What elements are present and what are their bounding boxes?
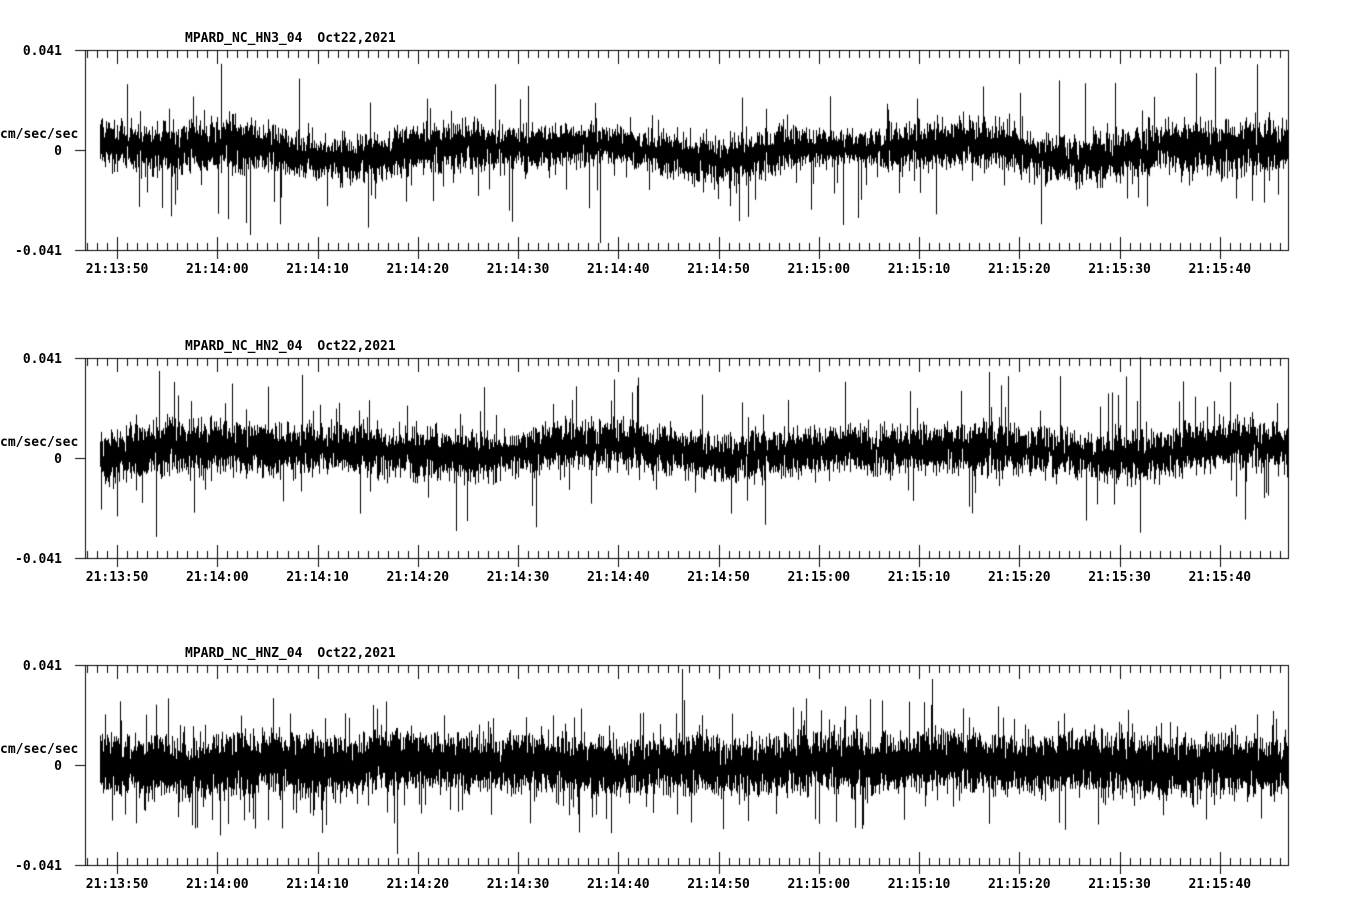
x-tick-label: 21:15:40 xyxy=(1188,262,1252,277)
ytick-max-label: 0.041 xyxy=(22,44,62,59)
x-axis-labels: 21:13:50 21:14:00 21:14:10 21:14:20 21:14:30… xyxy=(0,262,1358,278)
x-tick-label: 21:15:40 xyxy=(1188,570,1252,585)
x-tick-label: 21:14:10 xyxy=(286,877,349,892)
x-tick-label: 21:14:40 xyxy=(587,877,650,892)
x-tick-label: 21:15:30 xyxy=(1088,570,1151,585)
x-tick-label: 21:14:50 xyxy=(687,262,750,277)
y-axis-unit-label: cm/sec/sec xyxy=(0,435,79,450)
waveform-canvas-hn2 xyxy=(70,343,1303,573)
ytick-min-label: -0.041 xyxy=(15,244,62,259)
x-tick-label: 21:15:20 xyxy=(988,262,1051,277)
waveform-canvas-hnz xyxy=(70,650,1303,880)
ytick-max-label: 0.041 xyxy=(22,659,62,674)
x-tick-label: 21:14:30 xyxy=(486,262,550,277)
x-tick-label: 21:15:30 xyxy=(1088,877,1151,892)
x-tick-label: 21:14:30 xyxy=(486,877,550,892)
ytick-max-label: 0.041 xyxy=(22,352,62,367)
ytick-zero-label: 0 xyxy=(54,759,62,774)
x-tick-label: 21:15:10 xyxy=(887,877,951,892)
ytick-zero-label: 0 xyxy=(54,144,62,159)
x-tick-label: 21:15:00 xyxy=(787,262,851,277)
waveform-canvas-hn3 xyxy=(70,35,1303,265)
x-tick-label: 21:15:20 xyxy=(988,570,1051,585)
ytick-zero-label: 0 xyxy=(54,452,62,467)
x-tick-label: 21:15:00 xyxy=(787,877,851,892)
x-axis-labels: 21:13:50 21:14:00 21:14:10 21:14:20 21:14:30… xyxy=(0,877,1358,893)
x-axis-labels: 21:13:50 21:14:00 21:14:10 21:14:20 21:14:30… xyxy=(0,570,1358,586)
x-tick-label: 21:14:20 xyxy=(386,570,450,585)
y-axis-unit-label: cm/sec/sec xyxy=(0,742,79,757)
x-tick-label: 21:14:20 xyxy=(386,262,450,277)
x-tick-label: 21:13:50 xyxy=(85,262,149,277)
x-tick-label: 21:13:50 xyxy=(85,877,149,892)
x-tick-label: 21:14:50 xyxy=(687,570,750,585)
x-tick-label: 21:14:00 xyxy=(186,262,249,277)
x-tick-label: 21:14:20 xyxy=(386,877,450,892)
x-tick-label: 21:15:00 xyxy=(787,570,851,585)
x-tick-label: 21:14:30 xyxy=(486,570,550,585)
y-axis-unit-label: cm/sec/sec xyxy=(0,127,79,142)
x-tick-label: 21:14:00 xyxy=(186,570,249,585)
x-tick-label: 21:14:00 xyxy=(186,877,249,892)
x-tick-label: 21:14:10 xyxy=(286,570,349,585)
x-tick-label: 21:15:20 xyxy=(988,877,1051,892)
x-tick-label: 21:14:10 xyxy=(286,262,349,277)
x-tick-label: 21:15:40 xyxy=(1188,877,1252,892)
x-tick-label: 21:15:10 xyxy=(887,262,951,277)
ytick-min-label: -0.041 xyxy=(15,552,62,567)
x-tick-label: 21:14:50 xyxy=(687,877,750,892)
x-tick-label: 21:14:40 xyxy=(587,262,650,277)
x-tick-label: 21:15:30 xyxy=(1088,262,1151,277)
x-tick-label: 21:13:50 xyxy=(85,570,149,585)
x-tick-label: 21:15:10 xyxy=(887,570,951,585)
ytick-min-label: -0.041 xyxy=(15,859,62,874)
x-tick-label: 21:14:40 xyxy=(587,570,650,585)
